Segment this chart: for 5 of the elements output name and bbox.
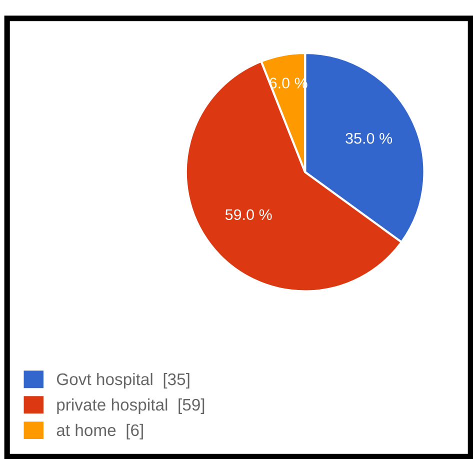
legend-label: Govt hospital [35] [56, 372, 190, 388]
data-label: 59.0 % [225, 209, 272, 220]
legend-label: at home [6] [56, 424, 143, 440]
data-label: 35.0 % [346, 132, 392, 144]
legend-label: private hospital [59] [57, 398, 204, 414]
